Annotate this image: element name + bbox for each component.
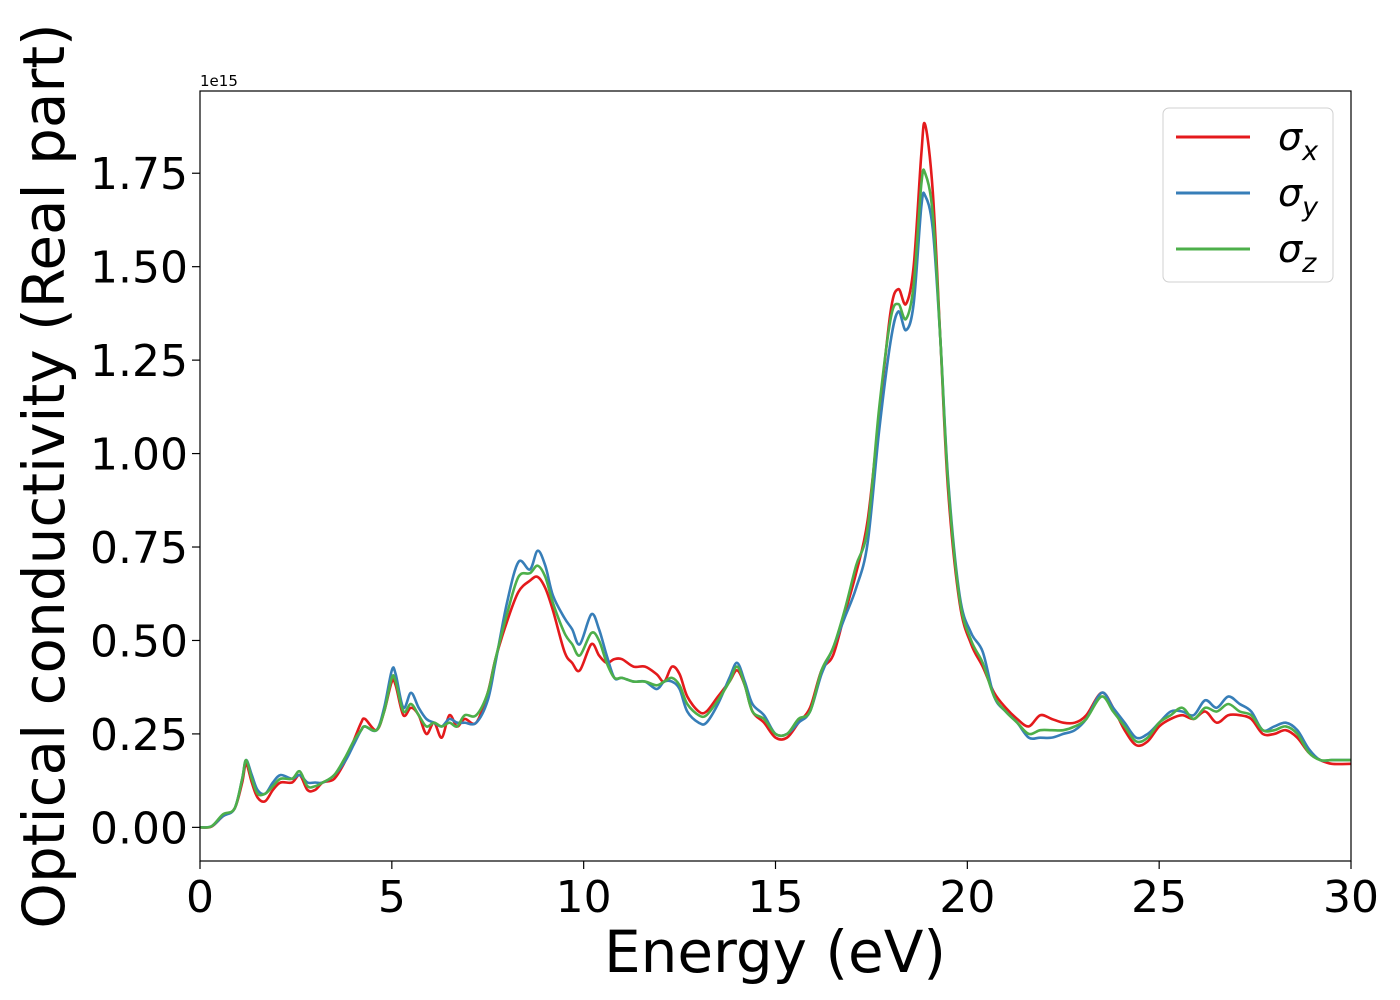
x-tick-label: 15 [748, 872, 804, 923]
x-tick-label: 20 [939, 872, 995, 923]
y-offset-label: 1e15 [200, 72, 238, 90]
legend-label-x: σx [1278, 115, 1319, 167]
x-tick-label: 0 [186, 872, 214, 923]
x-axis: 0 5 10 15 20 25 30 [186, 861, 1379, 923]
y-tick-label: 1.00 [90, 430, 188, 481]
y-axis-label: Optical conductivity (Real part) [10, 23, 78, 928]
y-axis: 0.00 0.25 0.50 0.75 1.00 1.25 1.50 1.75 [90, 149, 200, 854]
legend-box [1162, 107, 1334, 283]
y-tick-label: 1.75 [90, 149, 188, 200]
legend-label-y: σy [1278, 171, 1319, 223]
legend-label-z: σz [1278, 227, 1317, 279]
y-tick-label: 0.50 [90, 616, 188, 667]
series-line-z [200, 168, 1351, 829]
y-tick-label: 1.50 [90, 243, 188, 294]
series-layer [200, 121, 1351, 829]
y-tick-label: 0.75 [90, 523, 188, 574]
x-axis-label: Energy (eV) [604, 918, 946, 986]
y-tick-label: 1.25 [90, 336, 188, 387]
x-tick-label: 5 [378, 872, 406, 923]
x-tick-label: 30 [1323, 872, 1379, 923]
x-tick-label: 25 [1131, 872, 1187, 923]
x-tick-label: 10 [556, 872, 612, 923]
y-tick-label: 0.25 [90, 710, 188, 761]
y-tick-label: 0.00 [90, 803, 188, 854]
